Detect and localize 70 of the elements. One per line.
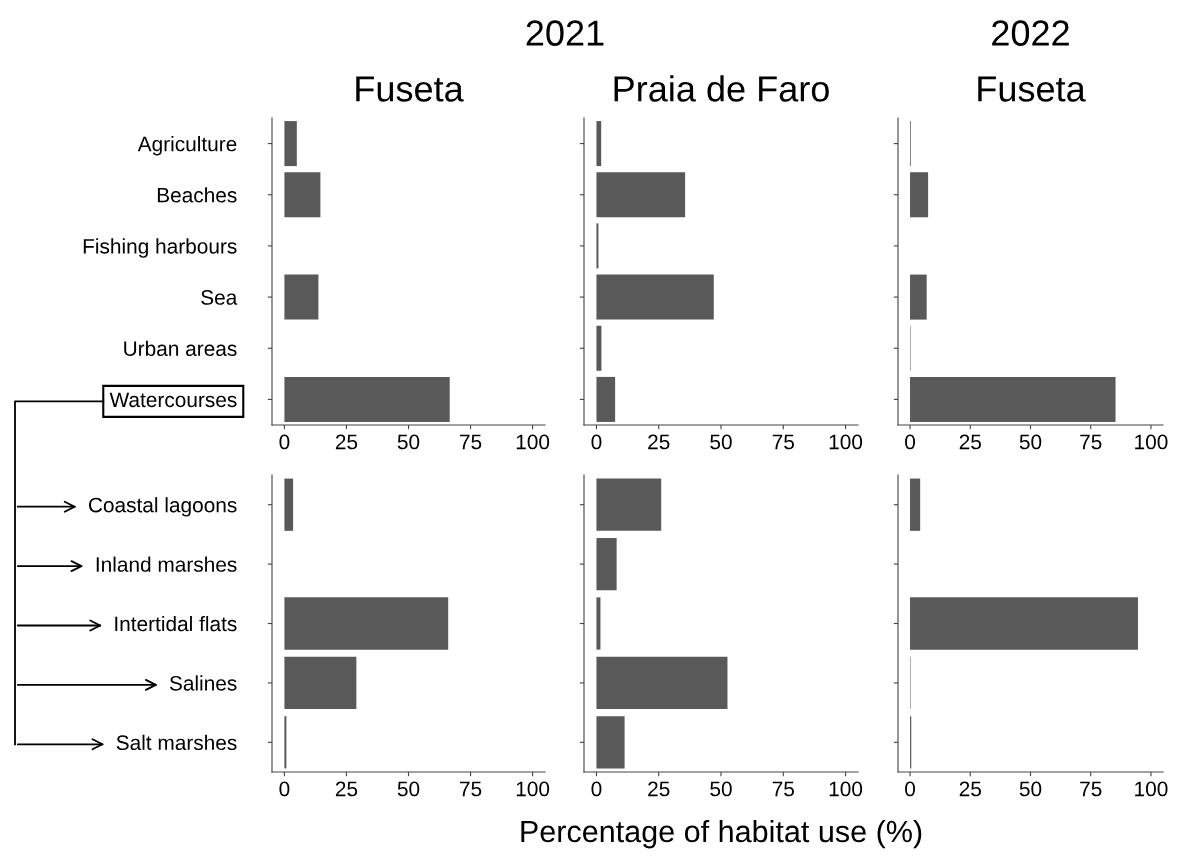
chart-title: 2021 [526, 20, 604, 46]
x-tick-label: 100 [1135, 434, 1168, 450]
x-tick-label: 75 [772, 781, 794, 797]
bar [284, 274, 319, 320]
x-tick-label: 100 [829, 781, 863, 797]
x-tick-label: 0 [279, 781, 290, 797]
x-tick-label: 100 [1135, 781, 1168, 797]
x-tick-label: 25 [648, 434, 670, 450]
x-tick-label: 75 [772, 434, 794, 450]
bar [910, 597, 1138, 650]
y-tick-label: Sea [201, 290, 238, 305]
bar [596, 716, 625, 769]
bar [284, 376, 450, 422]
chart-title: 2022 [992, 20, 1069, 46]
x-tick-label: 75 [1080, 434, 1102, 450]
bar [284, 121, 297, 167]
y-tick-label: Salines [169, 675, 237, 691]
x-tick-label: 0 [591, 781, 602, 797]
bar [596, 656, 728, 710]
bar [596, 172, 686, 218]
x-tick-label: 100 [829, 434, 863, 450]
bar [596, 478, 662, 531]
bar [596, 274, 714, 320]
x-tick-label: 50 [397, 781, 420, 797]
y-tick-label: Intertidal flats [115, 615, 237, 632]
x-tick-label: 50 [710, 434, 732, 450]
y-tick-label: Inland marshes [96, 556, 237, 572]
bar [284, 656, 357, 710]
x-tick-label: 75 [1080, 781, 1102, 797]
x-axis-title: Percentage of habitat use (%) [521, 819, 922, 849]
chart-subtitle: Fuseta [356, 76, 464, 102]
x-tick-label: 25 [648, 781, 670, 797]
y-tick-label: Urban areas [124, 340, 237, 356]
bar [596, 223, 599, 269]
x-tick-label: 25 [959, 781, 981, 797]
x-tick-label: 50 [710, 781, 732, 797]
y-tick-label: Beaches [157, 187, 237, 203]
bar [596, 121, 602, 167]
bar [596, 537, 617, 591]
x-tick-label: 75 [460, 434, 482, 450]
x-tick-label: 0 [279, 434, 290, 450]
x-tick-label: 0 [905, 781, 916, 797]
y-tick-label: Coastal lagoons [88, 497, 237, 517]
chart-subtitle: Praia de Faro [614, 75, 829, 102]
x-tick-label: 50 [1019, 781, 1042, 797]
y-tick-label: Agriculture [137, 136, 237, 156]
x-tick-label: 0 [905, 434, 916, 450]
y-tick-label: Watercourses [109, 392, 237, 408]
x-tick-label: 25 [335, 434, 358, 450]
x-tick-label: 100 [516, 781, 550, 797]
bar [284, 597, 449, 650]
bar [910, 478, 921, 531]
bar [596, 376, 616, 422]
x-tick-label: 25 [335, 781, 358, 797]
x-tick-label: 50 [1019, 434, 1042, 450]
bar [284, 172, 321, 218]
bar [910, 172, 929, 218]
x-tick-label: 100 [516, 434, 550, 450]
x-tick-label: 50 [397, 434, 420, 450]
y-tick-label: Fishing harbours [83, 238, 237, 258]
x-tick-label: 0 [591, 434, 602, 450]
x-tick-label: 75 [460, 781, 482, 797]
bar [596, 325, 602, 371]
bar [910, 274, 927, 320]
chart-subtitle: Fuseta [978, 76, 1086, 102]
x-tick-label: 25 [959, 434, 981, 450]
y-tick-label: Salt marshes [116, 734, 237, 751]
bar [910, 376, 1116, 422]
bar [284, 478, 294, 531]
bar [596, 597, 601, 650]
